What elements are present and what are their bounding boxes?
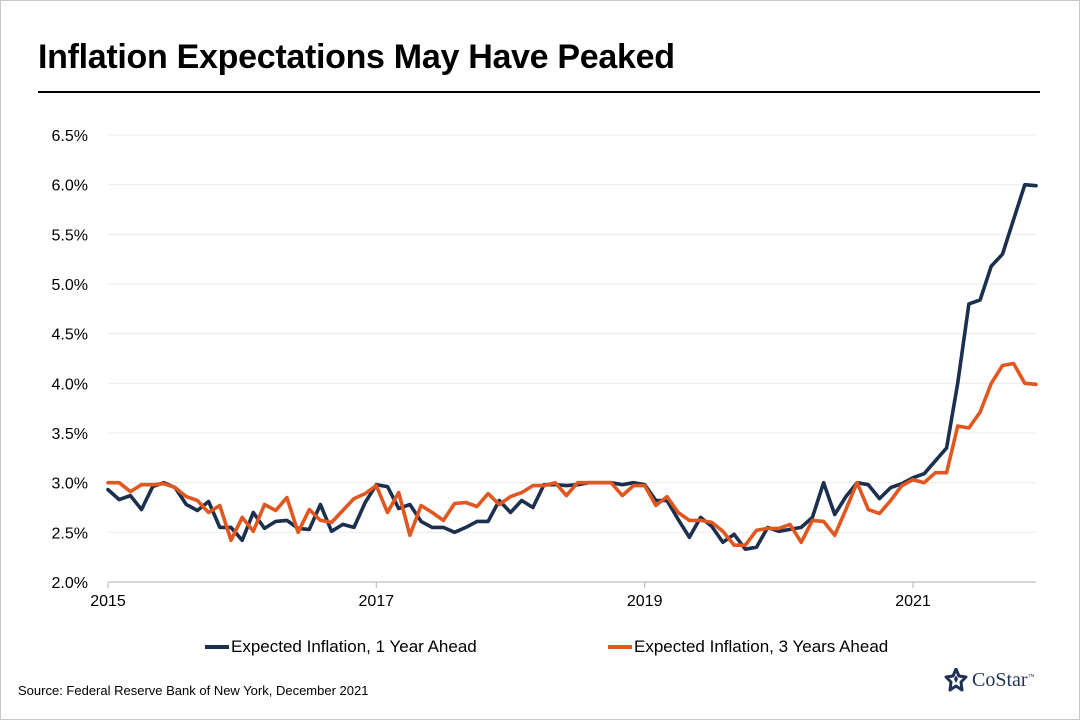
costar-star-icon <box>944 668 968 692</box>
y-tick-label: 4.5% <box>52 327 88 344</box>
gridlines <box>108 134 1036 533</box>
series-line-1yr <box>106 182 1038 552</box>
y-tick-label: 3.5% <box>52 426 88 443</box>
legend-item-3yr: Expected Inflation, 3 Years Ahead <box>608 636 888 658</box>
costar-logo: CoStar™ <box>944 668 1034 692</box>
logo-text: CoStar™ <box>972 668 1035 691</box>
series-lines <box>106 182 1038 552</box>
title-divider <box>38 91 1040 93</box>
x-tick-label: 2021 <box>895 593 931 610</box>
chart-title: Inflation Expectations May Have Peaked <box>38 38 675 76</box>
source-note: Source: Federal Reserve Bank of New York… <box>18 683 369 698</box>
legend-label-1yr: Expected Inflation, 1 Year Ahead <box>231 637 477 656</box>
y-tick-label: 5.5% <box>52 227 88 244</box>
y-tick-label: 6.5% <box>52 128 88 145</box>
y-tick-label: 3.0% <box>52 476 88 493</box>
series-line-3yr <box>106 361 1038 548</box>
x-tick-label: 2017 <box>359 593 395 610</box>
y-tick-label: 5.0% <box>52 277 88 294</box>
x-tick-label: 2019 <box>627 593 663 610</box>
legend-swatch-1yr <box>205 645 229 649</box>
y-tick-label: 2.0% <box>52 575 88 592</box>
legend-label-3yr: Expected Inflation, 3 Years Ahead <box>634 637 889 656</box>
y-tick-label: 4.0% <box>52 376 88 393</box>
y-tick-label: 6.0% <box>52 178 88 195</box>
legend-swatch-3yr <box>608 645 632 649</box>
x-tick-label: 2015 <box>90 593 126 610</box>
axes: 2.0% 2.5% 3.0% 3.5% 4.0% 4.5% 5.0% 5.5% 6.0% 6.5%… <box>52 128 1036 610</box>
legend-item-1yr: Expected Inflation, 1 Year Ahead <box>205 636 477 658</box>
y-tick-label: 2.5% <box>52 525 88 542</box>
